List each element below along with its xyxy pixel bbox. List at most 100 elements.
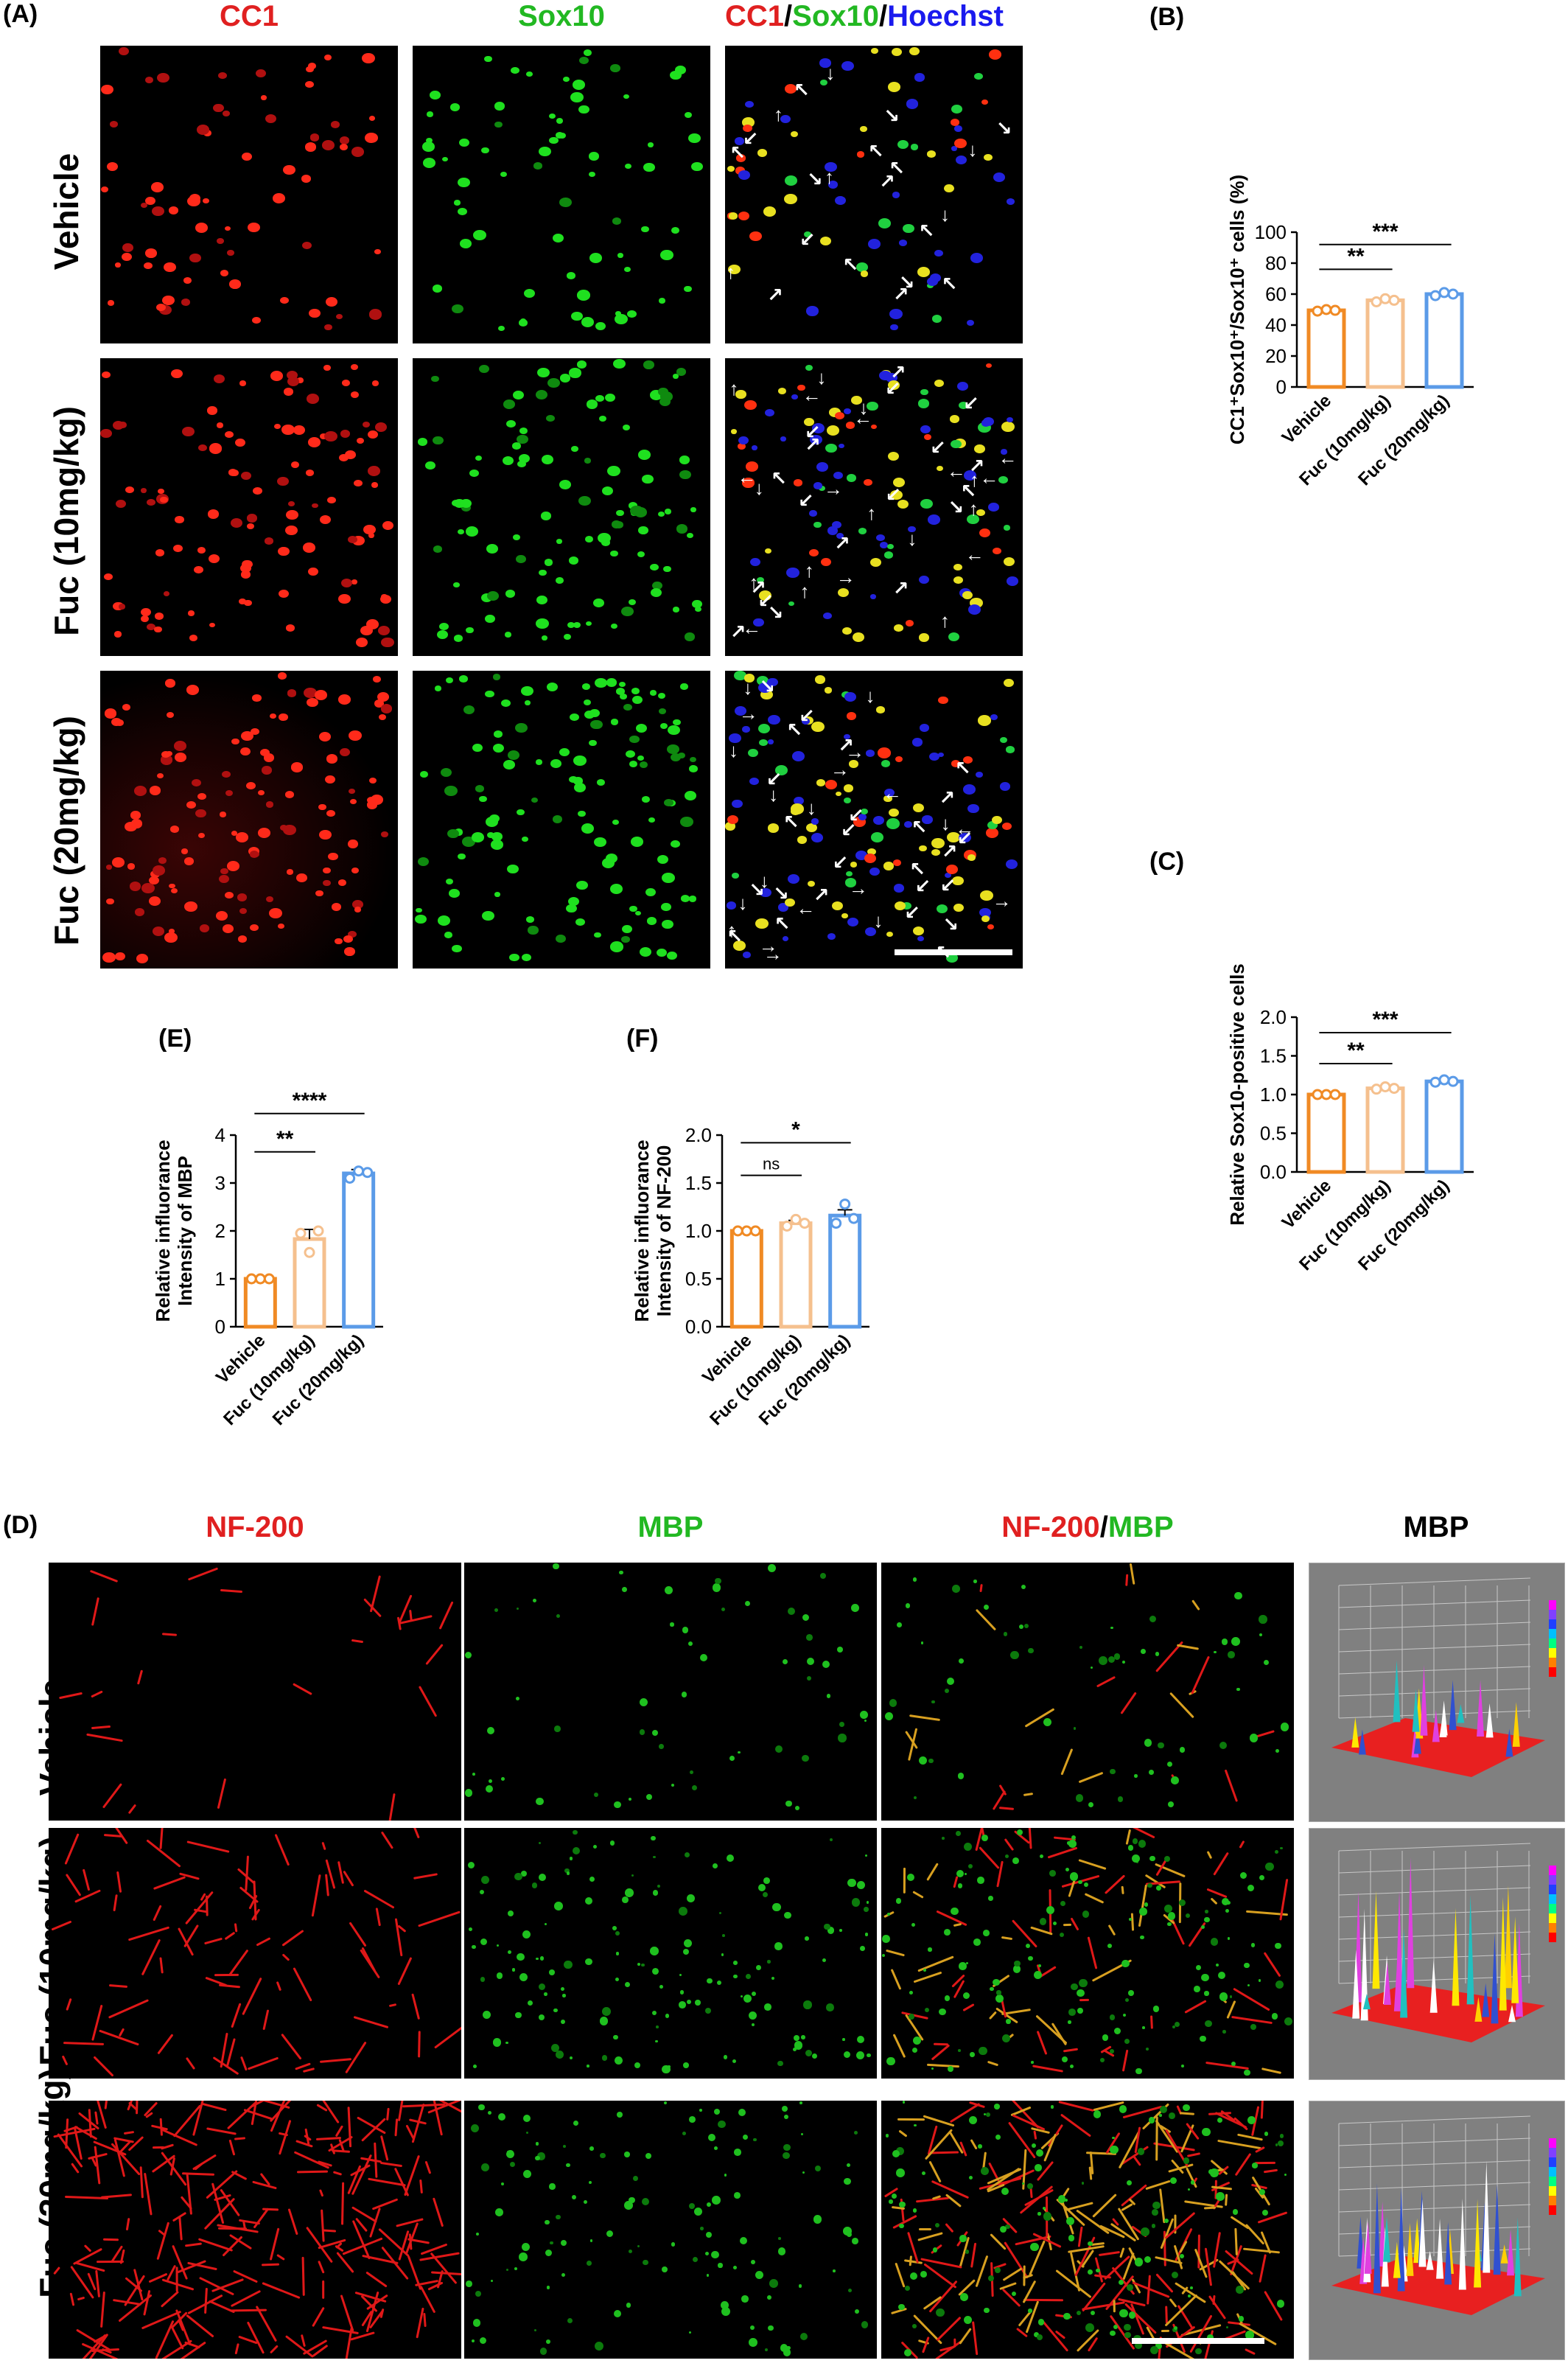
cell-spot (757, 724, 770, 734)
cell-spot (287, 868, 294, 875)
cell-spot (145, 248, 157, 258)
cell-spot (113, 631, 122, 638)
cell-spot (152, 926, 165, 937)
myelin-spot (996, 1990, 1001, 1995)
axon-fiber (340, 2295, 354, 2332)
cell-spot (562, 76, 570, 83)
arrow-marker: ↘ (948, 496, 965, 519)
myelin-spot (705, 2231, 712, 2238)
myelin-spot (651, 2010, 657, 2015)
cell-spot (759, 590, 772, 601)
myelin-spot (914, 1796, 917, 1799)
micrograph-a-r2-c1 (100, 358, 398, 656)
axon-fiber (161, 1633, 178, 1636)
axon-fiber (340, 2182, 344, 2225)
micrograph-a-r3-c1 (100, 671, 398, 969)
myelin-spot (615, 2056, 623, 2065)
myelin-spot (646, 1793, 653, 1801)
y-tick-label: 60 (1265, 283, 1287, 305)
myelin-spot (664, 1585, 673, 1594)
axon-fiber (1133, 2155, 1142, 2167)
significance-label: **** (293, 1089, 327, 1113)
cell-spot (797, 384, 805, 391)
axon-fiber (127, 2135, 144, 2152)
cell-spot (919, 845, 927, 852)
bar (1306, 1092, 1346, 1174)
myelin-spot (778, 2237, 781, 2241)
myelin-spot (798, 2284, 802, 2288)
axon-fiber (1107, 1924, 1116, 1936)
cell-spot (631, 837, 644, 847)
myelin-spot (1117, 1796, 1123, 1802)
myelin-spot (854, 2309, 860, 2314)
axon-fiber (178, 2216, 183, 2241)
cell-spot (127, 863, 136, 870)
surface-grid (1338, 1577, 1531, 1719)
micrograph-a-r3-c2 (413, 671, 710, 969)
myelin-spot (1042, 2206, 1046, 2210)
cell-spot (479, 796, 487, 803)
myelin-spot (573, 1829, 578, 1835)
cell-spot (280, 296, 290, 304)
y-tick-label: 0 (215, 1316, 225, 1338)
myelin-spot (771, 1976, 775, 1981)
axon-fiber (108, 1999, 150, 2019)
myelin-spot (963, 2316, 973, 2325)
myelin-spot (585, 1958, 592, 1966)
cell-spot (323, 879, 331, 887)
myelin-spot (679, 1906, 688, 1916)
axon-fiber (252, 2180, 277, 2190)
data-point (1329, 1089, 1341, 1100)
cell-spot (351, 146, 364, 157)
micrograph-d-r3-c2 (464, 2101, 877, 2359)
myelin-spot (806, 1658, 814, 1665)
myelin-spot (1004, 1854, 1009, 1858)
cell-spot (690, 507, 697, 513)
myelin-spot (1100, 2058, 1105, 2062)
arrow-marker: ↙ (742, 128, 759, 150)
cell-spot (170, 888, 178, 894)
myelin-spot (629, 2196, 635, 2204)
arrow-marker: ↗ (879, 170, 895, 193)
axon-fiber (256, 1937, 271, 1947)
cell-spot (379, 595, 391, 604)
cell-spot (433, 284, 443, 293)
myelin-spot (1028, 1648, 1034, 1654)
color-scale-bar-segment (1549, 1904, 1556, 1913)
cell-spot (367, 466, 380, 476)
arrow-marker: ← (955, 817, 975, 840)
cell-spot (531, 797, 539, 803)
cell-spot (871, 831, 884, 842)
cell-spot (816, 462, 828, 472)
cell-spot (301, 241, 312, 250)
cell-spot (791, 394, 798, 399)
myelin-spot (650, 1835, 656, 1841)
myelin-spot (1028, 1955, 1034, 1961)
axon-fiber (51, 1920, 72, 1931)
cell-spot (145, 77, 154, 84)
myelin-spot (847, 1878, 857, 1888)
cell-spot (680, 895, 690, 902)
cell-spot (500, 171, 507, 178)
cell-spot (791, 803, 805, 814)
cell-spot (659, 391, 673, 402)
axon-fiber (186, 2056, 196, 2070)
cell-spot (843, 733, 851, 740)
myelin-spot (1144, 2256, 1152, 2264)
myelin-spot (1204, 1916, 1210, 1923)
myelin-spot (485, 1785, 494, 1793)
cell-spot (189, 253, 201, 263)
myelin-spot (639, 1729, 645, 1735)
chart-e: 0 1 2 3 4 Relative influorance Intensity of MB… (147, 1054, 486, 1467)
axon-fiber (1063, 2048, 1079, 2053)
axon-fiber (1150, 2015, 1154, 2029)
myelin-spot (1284, 2017, 1293, 2026)
cell-spot (759, 739, 768, 746)
axon-fiber (146, 1839, 181, 1868)
cell-spot (420, 771, 429, 778)
myelin-spot (920, 2271, 927, 2278)
cell-spot (327, 496, 336, 503)
cell-spot (621, 606, 634, 617)
myelin-spot (749, 2338, 757, 2347)
myelin-spot (682, 1692, 687, 1697)
